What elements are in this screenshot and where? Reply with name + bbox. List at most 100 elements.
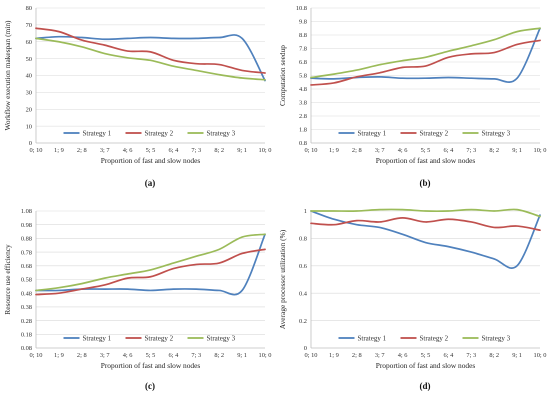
chart-d-ytick-label: 0 <box>304 345 307 352</box>
chart-b-y-axis-title: Computation seedup <box>278 45 287 106</box>
chart-b-ytick-label: 10.8 <box>296 5 307 12</box>
chart-d-xtick-label: 9; 1 <box>512 352 522 359</box>
chart-a-svg: 0 10 20 30 40 50 60 70 80 0; 10 1; 9 2; 8 3; 7 4; 6 5;… <box>3 5 272 165</box>
chart-a-xtick-label: 2; 8 <box>77 147 87 154</box>
chart-a-ytick-label: 50 <box>26 56 32 63</box>
chart-b-xtick-label: 0; 10 <box>305 147 318 154</box>
chart-c-xtick-label: 4; 6 <box>123 352 133 359</box>
chart-a-ytick-label: 0 <box>29 140 32 147</box>
chart-b-xtick-label: 3; 7 <box>375 147 386 154</box>
chart-b-x-axis-title: Proportion of fast and slow nodes <box>376 156 476 165</box>
chart-b-ytick-label: 8.8 <box>299 32 307 39</box>
chart-d-svg: 0 0.2 0.4 0.6 0.8 1 0; 10 1; 9 2; 8 3; 7 4; 6 5; 5 6… <box>278 208 546 370</box>
chart-c-xtick-label: 9; 1 <box>237 352 247 359</box>
chart-a-xtick-label: 1; 9 <box>54 147 64 154</box>
chart-d-ytick-label: 0.6 <box>299 263 307 270</box>
chart-d-xtick-label: 4; 6 <box>398 352 408 359</box>
chart-c-ytick-label: 0.08 <box>21 345 32 352</box>
chart-c-ytick-label: 1.08 <box>21 208 32 215</box>
chart-d-xtick-label: 0; 10 <box>305 352 318 359</box>
chart-a-ytick-label: 20 <box>26 106 32 113</box>
chart-a-xtick-label: 0; 10 <box>30 147 43 154</box>
chart-c-legend-label-1: Strategy 1 <box>83 334 112 342</box>
chart-d-xtick-label: 5; 5 <box>421 352 431 359</box>
chart-d-series-3-line <box>310 208 541 218</box>
chart-b-ytick-label: 0.8 <box>299 140 307 147</box>
chart-d-ytick-label: 0.8 <box>299 236 307 243</box>
chart-a-series-3-line <box>35 37 266 81</box>
chart-d-xtick-label: 1; 9 <box>329 352 339 359</box>
chart-c-ytick-label: 0.68 <box>21 263 32 270</box>
chart-a-xtick-label: 8; 2 <box>214 147 224 154</box>
chart-a-x-axis-title: Proportion of fast and slow nodes <box>101 156 201 165</box>
chart-b-series-3-line <box>310 27 541 79</box>
panel-label-a: (a) <box>144 178 156 188</box>
chart-c-xtick-label: 8; 2 <box>214 352 224 359</box>
chart-d-xtick-label: 3; 7 <box>375 352 386 359</box>
chart-c-ytick-label: 0.48 <box>21 290 32 297</box>
chart-b-ytick-label: 5.8 <box>299 73 307 80</box>
chart-d-series-2-line <box>310 217 541 232</box>
chart-d-x-axis-title: Proportion of fast and slow nodes <box>376 361 476 370</box>
chart-panel-b: 0.8 1.8 2.8 3.8 4.8 5.8 6.8 7.8 8.8 9.8 10.8 0; 10 1… <box>275 0 550 201</box>
chart-d-xtick-label: 8; 2 <box>489 352 499 359</box>
chart-c-xtick-label: 1; 9 <box>54 352 64 359</box>
chart-a-xtick-label: 7; 3 <box>191 147 201 154</box>
chart-b-xtick-label: 2; 8 <box>352 147 362 154</box>
chart-c-y-axis-title: Resource use efficiency <box>3 244 12 315</box>
chart-a-ytick-label: 80 <box>26 5 32 12</box>
chart-c-legend-label-3: Strategy 3 <box>207 334 236 342</box>
chart-a-ytick-label: 30 <box>26 90 32 97</box>
chart-a-ytick-label: 70 <box>26 22 32 29</box>
chart-a-xtick-label: 6; 4 <box>169 147 180 154</box>
panel-label-c: (c) <box>145 381 155 391</box>
chart-d-legend-label-2: Strategy 2 <box>420 334 449 342</box>
chart-c-ytick-label: 0.58 <box>21 277 32 284</box>
chart-b-legend-label-1: Strategy 1 <box>358 129 387 137</box>
chart-c-xtick-label: 0; 10 <box>30 352 43 359</box>
chart-b-legend-label-3: Strategy 3 <box>482 129 511 137</box>
panel-label-b: (b) <box>419 178 431 188</box>
chart-c-ytick-label: 0.18 <box>21 332 32 339</box>
chart-b-ytick-label: 7.8 <box>299 46 307 53</box>
chart-a-legend-label-3: Strategy 3 <box>207 129 236 137</box>
chart-d-xtick-label: 7; 3 <box>466 352 476 359</box>
chart-a-legend-label-1: Strategy 1 <box>83 129 112 137</box>
chart-d-y-axis-title: Average processor utilization (%) <box>278 229 287 329</box>
chart-c-x-axis-title: Proportion of fast and slow nodes <box>101 361 201 370</box>
chart-b-ytick-label: 6.8 <box>299 59 307 66</box>
chart-b-xtick-label: 8; 2 <box>489 147 499 154</box>
chart-d-series-1-line <box>310 210 541 269</box>
chart-a-ytick-label: 10 <box>26 123 32 130</box>
chart-b-xtick-label: 7; 3 <box>466 147 476 154</box>
chart-a-legend-label-2: Strategy 2 <box>145 129 174 137</box>
chart-c-ytick-label: 0.88 <box>21 236 32 243</box>
chart-b-series-2-line <box>310 39 541 86</box>
chart-b-ytick-label: 3.8 <box>299 100 307 107</box>
chart-c-xtick-label: 10; 0 <box>259 352 272 359</box>
chart-b-xtick-label: 6; 4 <box>444 147 455 154</box>
chart-c-series-2-line <box>35 248 266 296</box>
chart-a-xtick-label: 9; 1 <box>237 147 247 154</box>
chart-a-xtick-label: 10; 0 <box>259 147 272 154</box>
chart-panel-d: 0 0.2 0.4 0.6 0.8 1 0; 10 1; 9 2; 8 3; 7 4; 6 5; 5 6… <box>275 201 550 402</box>
chart-c-xtick-label: 3; 7 <box>100 352 111 359</box>
chart-c-ytick-label: 0.98 <box>21 222 32 229</box>
chart-d-xtick-label: 2; 8 <box>352 352 362 359</box>
chart-a-xtick-label: 5; 5 <box>146 147 156 154</box>
chart-a-xtick-label: 3; 7 <box>100 147 111 154</box>
chart-panel-c: 0.08 0.18 0.28 0.38 0.48 0.58 0.68 0.78 0.88 0.98… <box>0 201 275 402</box>
chart-a-y-axis-title: Workflow execution makespan (min) <box>3 20 12 131</box>
chart-d-ytick-label: 1 <box>304 208 307 215</box>
chart-d-ytick-label: 0.4 <box>299 290 308 297</box>
chart-c-ytick-label: 0.78 <box>21 249 32 256</box>
chart-a-ytick-label: 40 <box>26 73 32 80</box>
chart-c-xtick-label: 5; 5 <box>146 352 156 359</box>
chart-d-legend-label-1: Strategy 1 <box>358 334 387 342</box>
chart-c-xtick-label: 7; 3 <box>191 352 201 359</box>
chart-b-xtick-label: 4; 6 <box>398 147 408 154</box>
chart-b-ytick-label: 4.8 <box>299 86 307 93</box>
chart-panel-a: 0 10 20 30 40 50 60 70 80 0; 10 1; 9 2; 8 3; 7 4; 6 5;… <box>0 0 275 201</box>
chart-c-series-3-line <box>35 233 266 292</box>
chart-b-xtick-label: 1; 9 <box>329 147 339 154</box>
